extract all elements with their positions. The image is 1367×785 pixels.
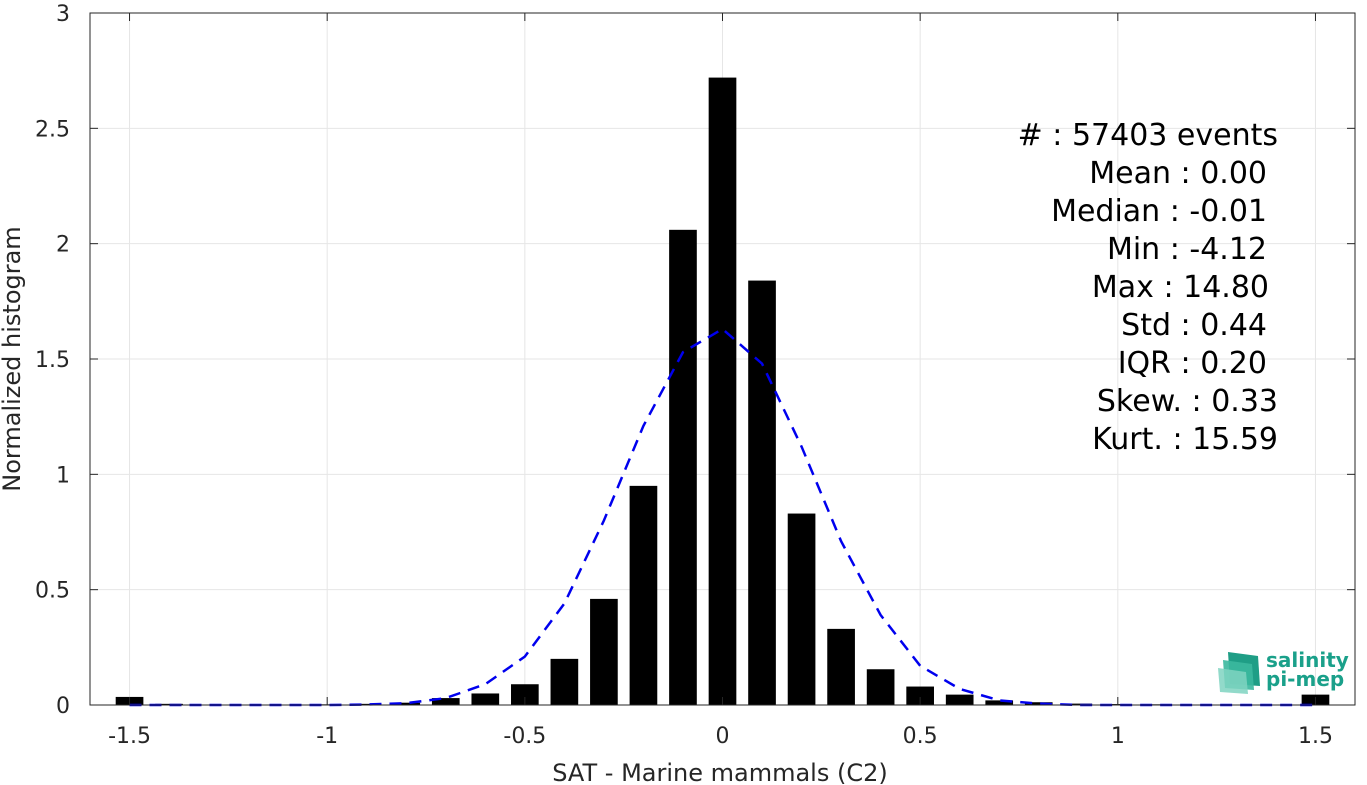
stat-skew: Skew. : 0.33: [1097, 384, 1278, 419]
histogram-bar: [550, 658, 579, 705]
histogram-bar: [471, 693, 500, 705]
histogram-bar: [827, 628, 855, 705]
histogram-bar: [787, 513, 816, 705]
y-tick-label: 1.5: [35, 348, 70, 373]
stat-iqr: IQR : 0.20: [1118, 346, 1267, 381]
x-tick-label: 1.5: [1298, 724, 1333, 749]
salinity-pimep-logo: salinity pi-mep: [1218, 648, 1349, 694]
x-tick-label: 1: [1111, 724, 1125, 749]
histogram-bar: [748, 280, 776, 705]
histogram-bar: [945, 694, 974, 705]
stat-mean: Mean : 0.00: [1089, 156, 1267, 191]
histogram-bar: [985, 700, 1014, 705]
stat-median: Median : -0.01: [1051, 194, 1267, 229]
histogram-bar: [392, 702, 421, 705]
stats-annotation: # : 57403 events Mean : 0.00 Median : -0…: [1018, 118, 1278, 457]
histogram-bar: [155, 703, 183, 705]
wave-logo-icon: [1218, 652, 1260, 694]
y-axis-label: Normalized histogram: [0, 226, 26, 491]
x-tick-label: -0.5: [503, 724, 546, 749]
histogram-bar: [866, 669, 895, 705]
stat-max: Max : 14.80: [1092, 270, 1269, 305]
logo-text-pimep: pi-mep: [1266, 667, 1344, 691]
stat-std: Std : 0.44: [1121, 308, 1267, 343]
x-tick-label: 0: [716, 724, 730, 749]
x-tick-label: 0.5: [903, 724, 938, 749]
x-axis-ticks: -1.5 -1 -0.5 0 0.5 1 1.5: [108, 13, 1333, 749]
histogram-bar: [669, 229, 697, 705]
stat-kurt: Kurt. : 15.59: [1092, 422, 1278, 457]
x-tick-label: -1: [316, 724, 338, 749]
histogram-bars: [115, 77, 1330, 705]
stat-min: Min : -4.12: [1107, 232, 1267, 267]
x-tick-label: -1.5: [108, 724, 151, 749]
histogram-bar: [906, 686, 934, 705]
y-tick-label: 0: [56, 694, 70, 719]
logo-text-salinity: salinity: [1266, 648, 1349, 672]
y-tick-label: 0.5: [35, 579, 70, 604]
stat-count: # : 57403 events: [1018, 118, 1278, 153]
histogram-bar: [431, 698, 460, 705]
y-tick-label: 1: [56, 463, 70, 488]
histogram-bar: [1064, 703, 1093, 705]
y-axis-ticks: 0 0.5 1 1.5 2 2.5 3: [35, 2, 1355, 719]
histogram-bar: [352, 703, 381, 705]
x-axis-label: SAT - Marine mammals (C2): [552, 759, 887, 785]
histogram-bar: [511, 684, 539, 705]
histogram-bar: [708, 77, 737, 705]
y-tick-label: 2: [56, 233, 70, 258]
histogram-bar: [1024, 702, 1053, 705]
y-tick-label: 2.5: [35, 117, 70, 142]
histogram-bar: [590, 598, 618, 705]
y-tick-label: 3: [56, 2, 70, 27]
histogram-bar: [629, 485, 658, 705]
